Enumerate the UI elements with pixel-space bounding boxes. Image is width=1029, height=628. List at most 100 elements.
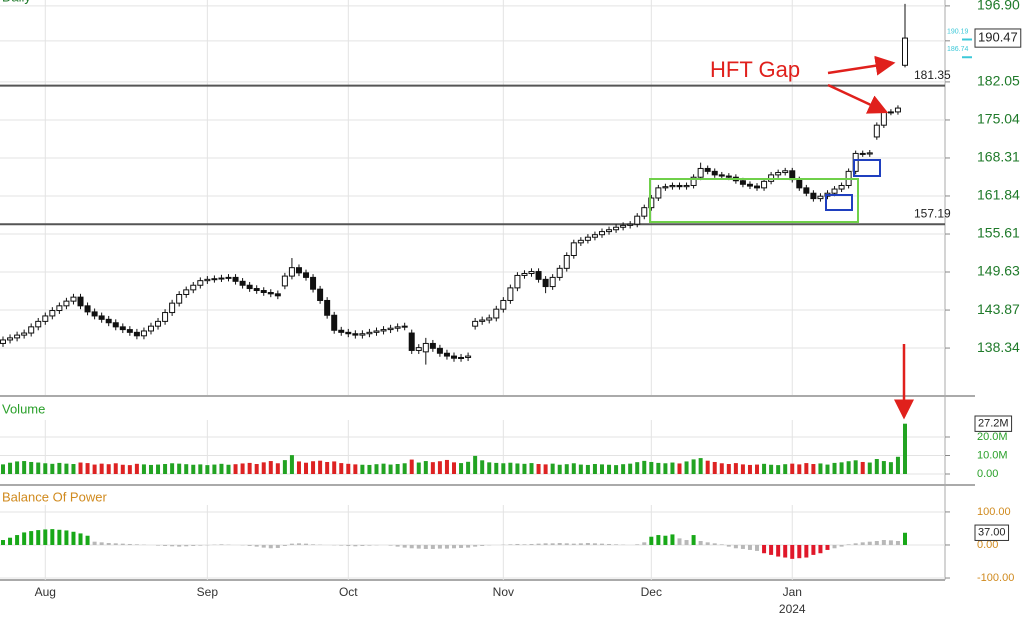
last-value-label: 190.47: [978, 30, 1018, 45]
bar: [747, 544, 752, 550]
bar: [156, 464, 161, 474]
bar: [776, 465, 781, 474]
panel-title: Balance Of Power: [2, 489, 107, 504]
bar: [367, 464, 372, 474]
last-value-box: [974, 28, 1022, 48]
bar: [134, 463, 139, 474]
bar: [374, 464, 379, 474]
candle-body: [641, 207, 648, 217]
bar: [1, 540, 5, 545]
last-value-box: [974, 415, 1013, 432]
bar: [755, 544, 760, 551]
bar: [895, 456, 900, 474]
consolidation-box: [649, 178, 859, 223]
candle-body: [782, 170, 789, 174]
candle-body: [324, 299, 331, 316]
bar: [874, 541, 879, 545]
bar: [127, 543, 132, 545]
bar: [57, 529, 62, 545]
bar: [811, 464, 816, 474]
candle-body: [528, 271, 535, 274]
y-tick-label: 149.63: [977, 263, 1020, 279]
bar: [240, 463, 245, 474]
bar: [261, 462, 266, 474]
bar: [254, 464, 259, 474]
bar: [177, 463, 182, 474]
bar: [846, 461, 851, 474]
candle-body: [465, 355, 472, 358]
highlight-box: [853, 159, 881, 177]
bar: [325, 461, 330, 474]
bar: [881, 540, 886, 545]
bar: [776, 544, 781, 557]
candle-body: [902, 37, 908, 66]
bar: [494, 462, 499, 474]
bar: [698, 541, 703, 545]
candle-body: [211, 278, 218, 281]
bar: [571, 543, 576, 545]
candle-body: [380, 329, 387, 332]
candle-body: [577, 239, 584, 244]
candle-body: [775, 172, 782, 176]
bar: [8, 537, 13, 545]
candle-body: [718, 174, 725, 177]
bar: [557, 464, 562, 474]
candle-body: [563, 254, 570, 269]
candle-body: [458, 356, 465, 359]
candle-body: [697, 167, 704, 178]
candle-body: [303, 272, 310, 278]
bar: [839, 544, 844, 547]
y-tick-label: 196.90: [977, 0, 1020, 13]
bar: [867, 541, 872, 545]
candle-body: [190, 284, 197, 291]
candle-body: [246, 284, 253, 290]
candle-body: [352, 333, 359, 336]
level-label: 181.35: [914, 68, 951, 82]
bar: [712, 461, 717, 474]
candle-body: [606, 229, 613, 233]
bar: [895, 541, 900, 545]
bar: [480, 544, 485, 546]
candle-body: [98, 315, 105, 320]
candle-body: [56, 305, 63, 312]
candle-body: [176, 293, 183, 304]
y-tick-label: 143.87: [977, 301, 1020, 317]
x-tick-label: Jan: [783, 585, 802, 599]
y-tick-label: 161.84: [977, 187, 1020, 203]
bar: [592, 464, 597, 474]
candle-body: [676, 184, 683, 188]
candle-body: [7, 337, 14, 341]
bar: [564, 464, 569, 474]
candle-body: [35, 320, 42, 328]
bar: [191, 544, 196, 546]
candle-body: [796, 179, 803, 189]
candle-body: [225, 276, 232, 279]
bar: [247, 544, 252, 546]
bar: [607, 543, 612, 545]
bar: [790, 463, 795, 474]
y-tick-label: 138.34: [977, 339, 1020, 355]
bar: [261, 544, 266, 548]
candle-body: [655, 187, 662, 199]
bar: [614, 544, 619, 545]
highlight-box: [825, 194, 853, 211]
candle-body: [0, 339, 6, 344]
bar: [677, 538, 682, 545]
bar: [635, 544, 640, 545]
bar: [332, 461, 337, 474]
bar: [480, 460, 485, 474]
candle-body: [133, 331, 140, 337]
candle-body: [500, 299, 507, 310]
candle-body: [162, 312, 169, 322]
bar: [437, 544, 442, 549]
minor-label: 186.74: [947, 46, 969, 53]
bar: [585, 464, 590, 474]
bar: [430, 462, 435, 474]
bar: [536, 464, 541, 474]
bar: [684, 540, 689, 545]
candle-body: [648, 197, 655, 209]
bar: [797, 464, 802, 474]
bar: [43, 529, 48, 545]
bar: [311, 461, 316, 474]
